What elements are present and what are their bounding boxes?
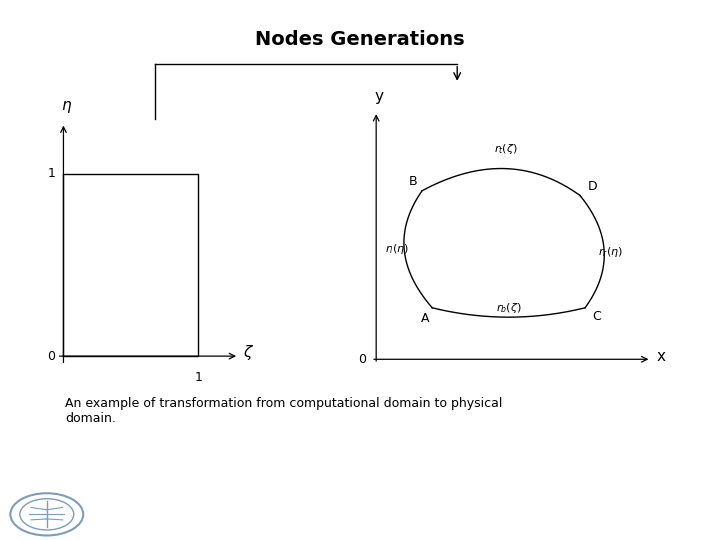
Text: $r_t(\zeta)$: $r_t(\zeta)$ xyxy=(494,141,518,156)
Text: C: C xyxy=(593,310,601,323)
Text: $\eta$: $\eta$ xyxy=(60,99,72,116)
Text: An example of transformation from computational domain to physical
domain.: An example of transformation from comput… xyxy=(65,397,502,425)
Text: x: x xyxy=(657,349,665,364)
Text: D: D xyxy=(588,180,598,193)
Text: $\zeta$: $\zeta$ xyxy=(243,343,254,362)
Text: 1: 1 xyxy=(48,167,55,180)
Text: 1: 1 xyxy=(194,370,202,384)
Text: y: y xyxy=(374,89,383,104)
Text: $r_b(\zeta)$: $r_b(\zeta)$ xyxy=(496,301,521,315)
Text: A: A xyxy=(421,313,430,326)
Text: 0: 0 xyxy=(358,353,366,366)
Text: $r_r(\eta)$: $r_r(\eta)$ xyxy=(598,245,623,259)
Text: 0: 0 xyxy=(48,349,55,363)
Text: B: B xyxy=(408,176,417,188)
Text: Nodes Generations: Nodes Generations xyxy=(255,30,465,49)
Text: $r_l(\eta)$: $r_l(\eta)$ xyxy=(384,242,408,256)
